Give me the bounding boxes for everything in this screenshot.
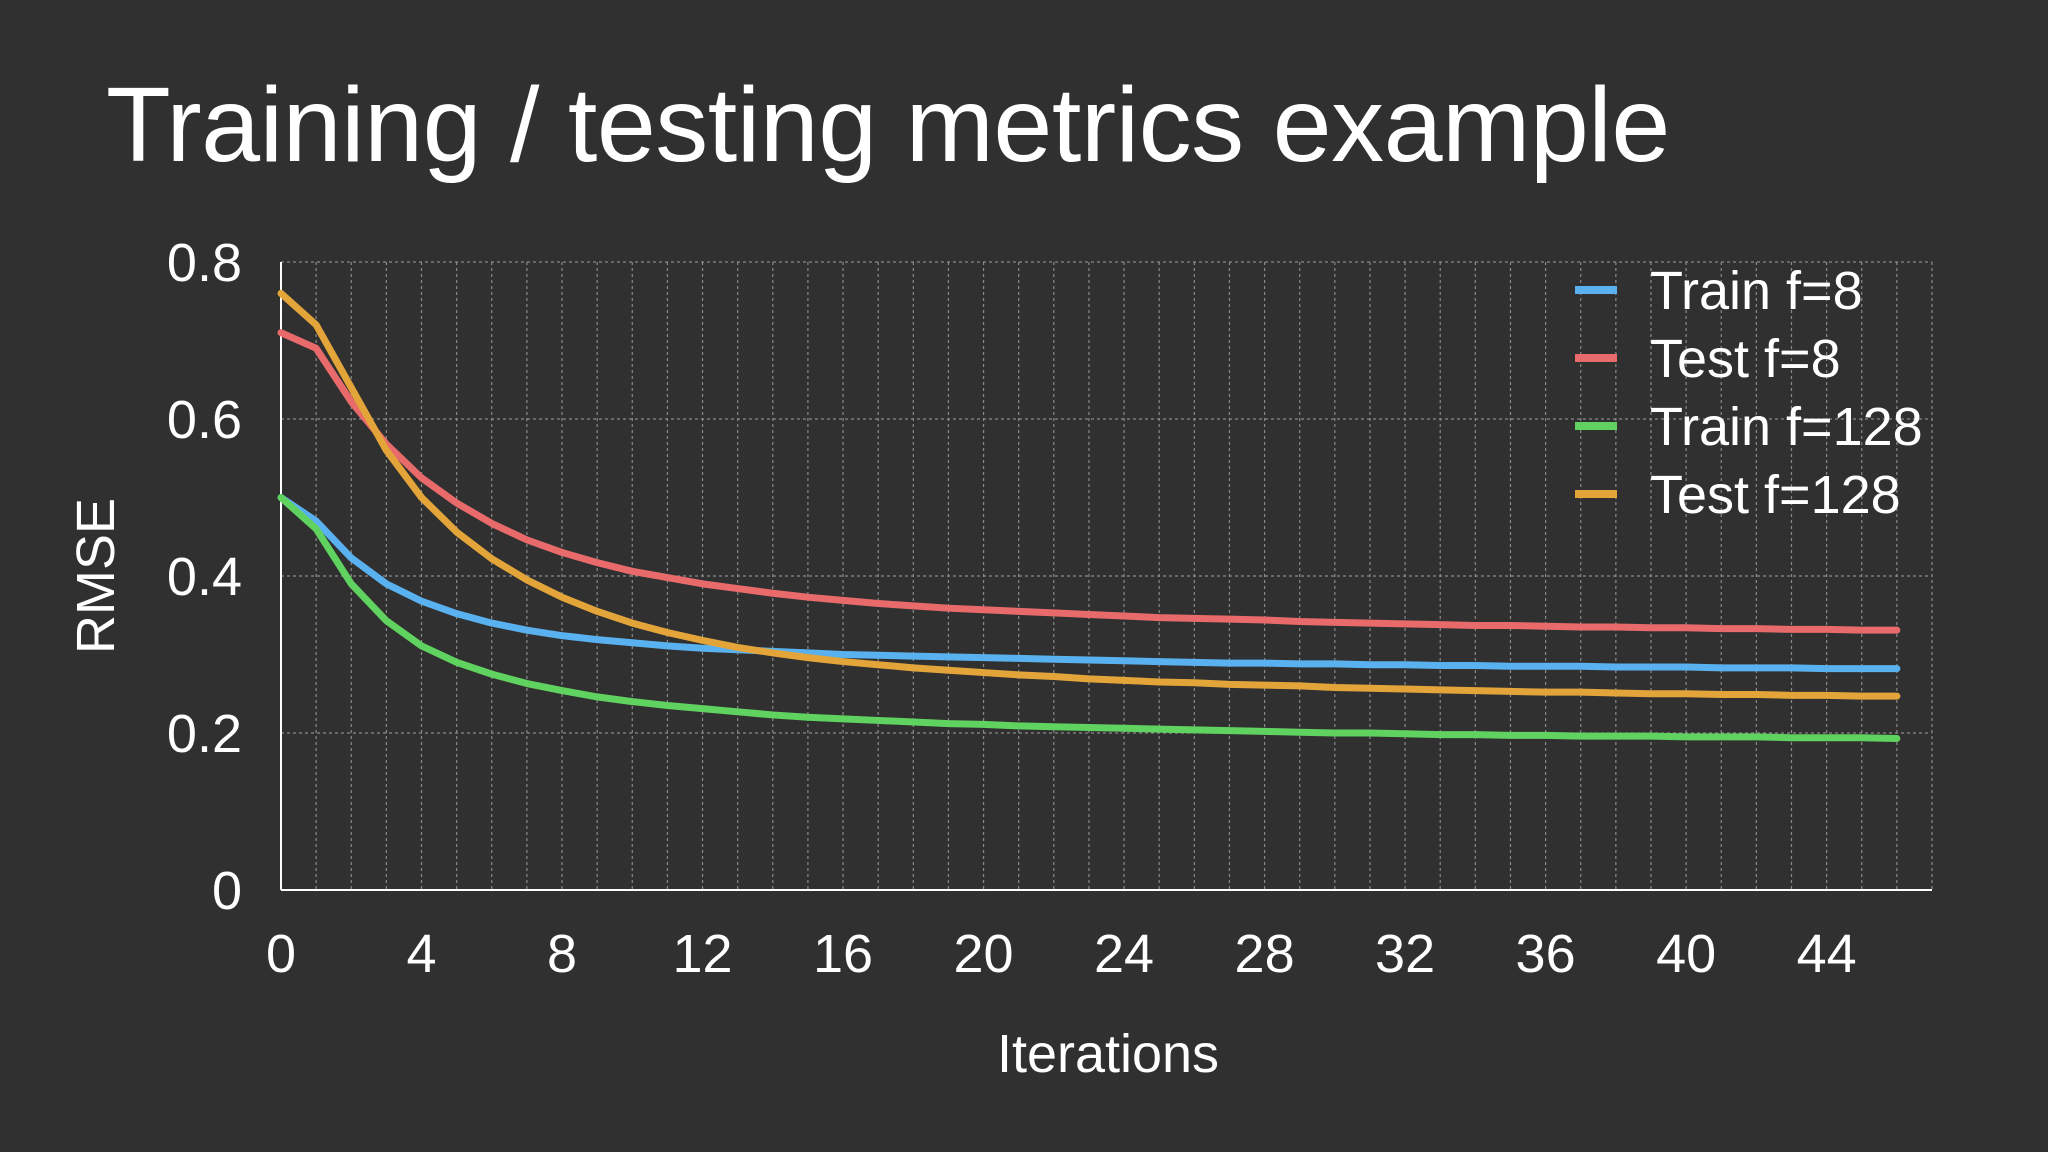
legend-label: Train f=8 [1650,261,1863,321]
chart-grid [281,261,1933,890]
x-tick-label: 16 [813,924,873,984]
chart-legend: Train f=8 Test f=8 Train f=128 Test f=128 [1575,261,1923,525]
x-tick-label: 0 [266,924,296,984]
y-tick-label: 0 [212,861,242,921]
legend-item: Train f=8 [1575,261,1863,321]
x-tick-label: 12 [672,924,732,984]
y-tick-label: 0.2 [167,704,242,764]
series-line [277,494,1901,673]
legend-item: Test f=8 [1575,329,1841,389]
y-tick-label: 0.8 [167,233,242,293]
legend-label: Train f=128 [1650,397,1923,457]
legend-item: Train f=128 [1575,397,1923,457]
x-tick-label: 28 [1235,924,1295,984]
x-tick-label: 20 [954,924,1014,984]
series-line [277,289,1901,700]
legend-label: Test f=128 [1650,465,1901,525]
x-tick-label: 40 [1656,924,1716,984]
x-tick-label: 4 [406,924,436,984]
y-tick-label: 0.4 [167,547,242,607]
series-line [277,329,1901,634]
y-axis-label: RMSE [66,498,126,654]
y-tick-label: 0.6 [167,390,242,450]
series-line [277,494,1901,742]
x-tick-label: 36 [1516,924,1576,984]
chart-series [277,289,1901,742]
slide-title: Training / testing metrics example [106,66,1670,184]
legend-label: Test f=8 [1650,329,1841,389]
chart-axes [280,262,1932,891]
legend-item: Test f=128 [1575,465,1901,525]
x-tick-label: 8 [547,924,577,984]
x-tick-label: 24 [1094,924,1154,984]
x-tick-label: 32 [1375,924,1435,984]
x-tick-label: 44 [1797,924,1857,984]
chart-tick-labels: 0 4 8 12 16 20 24 28 32 36 40 44 0 0.2 0.4 0.6 0.8 [167,233,1857,984]
x-axis-label: Iterations [997,1024,1219,1084]
